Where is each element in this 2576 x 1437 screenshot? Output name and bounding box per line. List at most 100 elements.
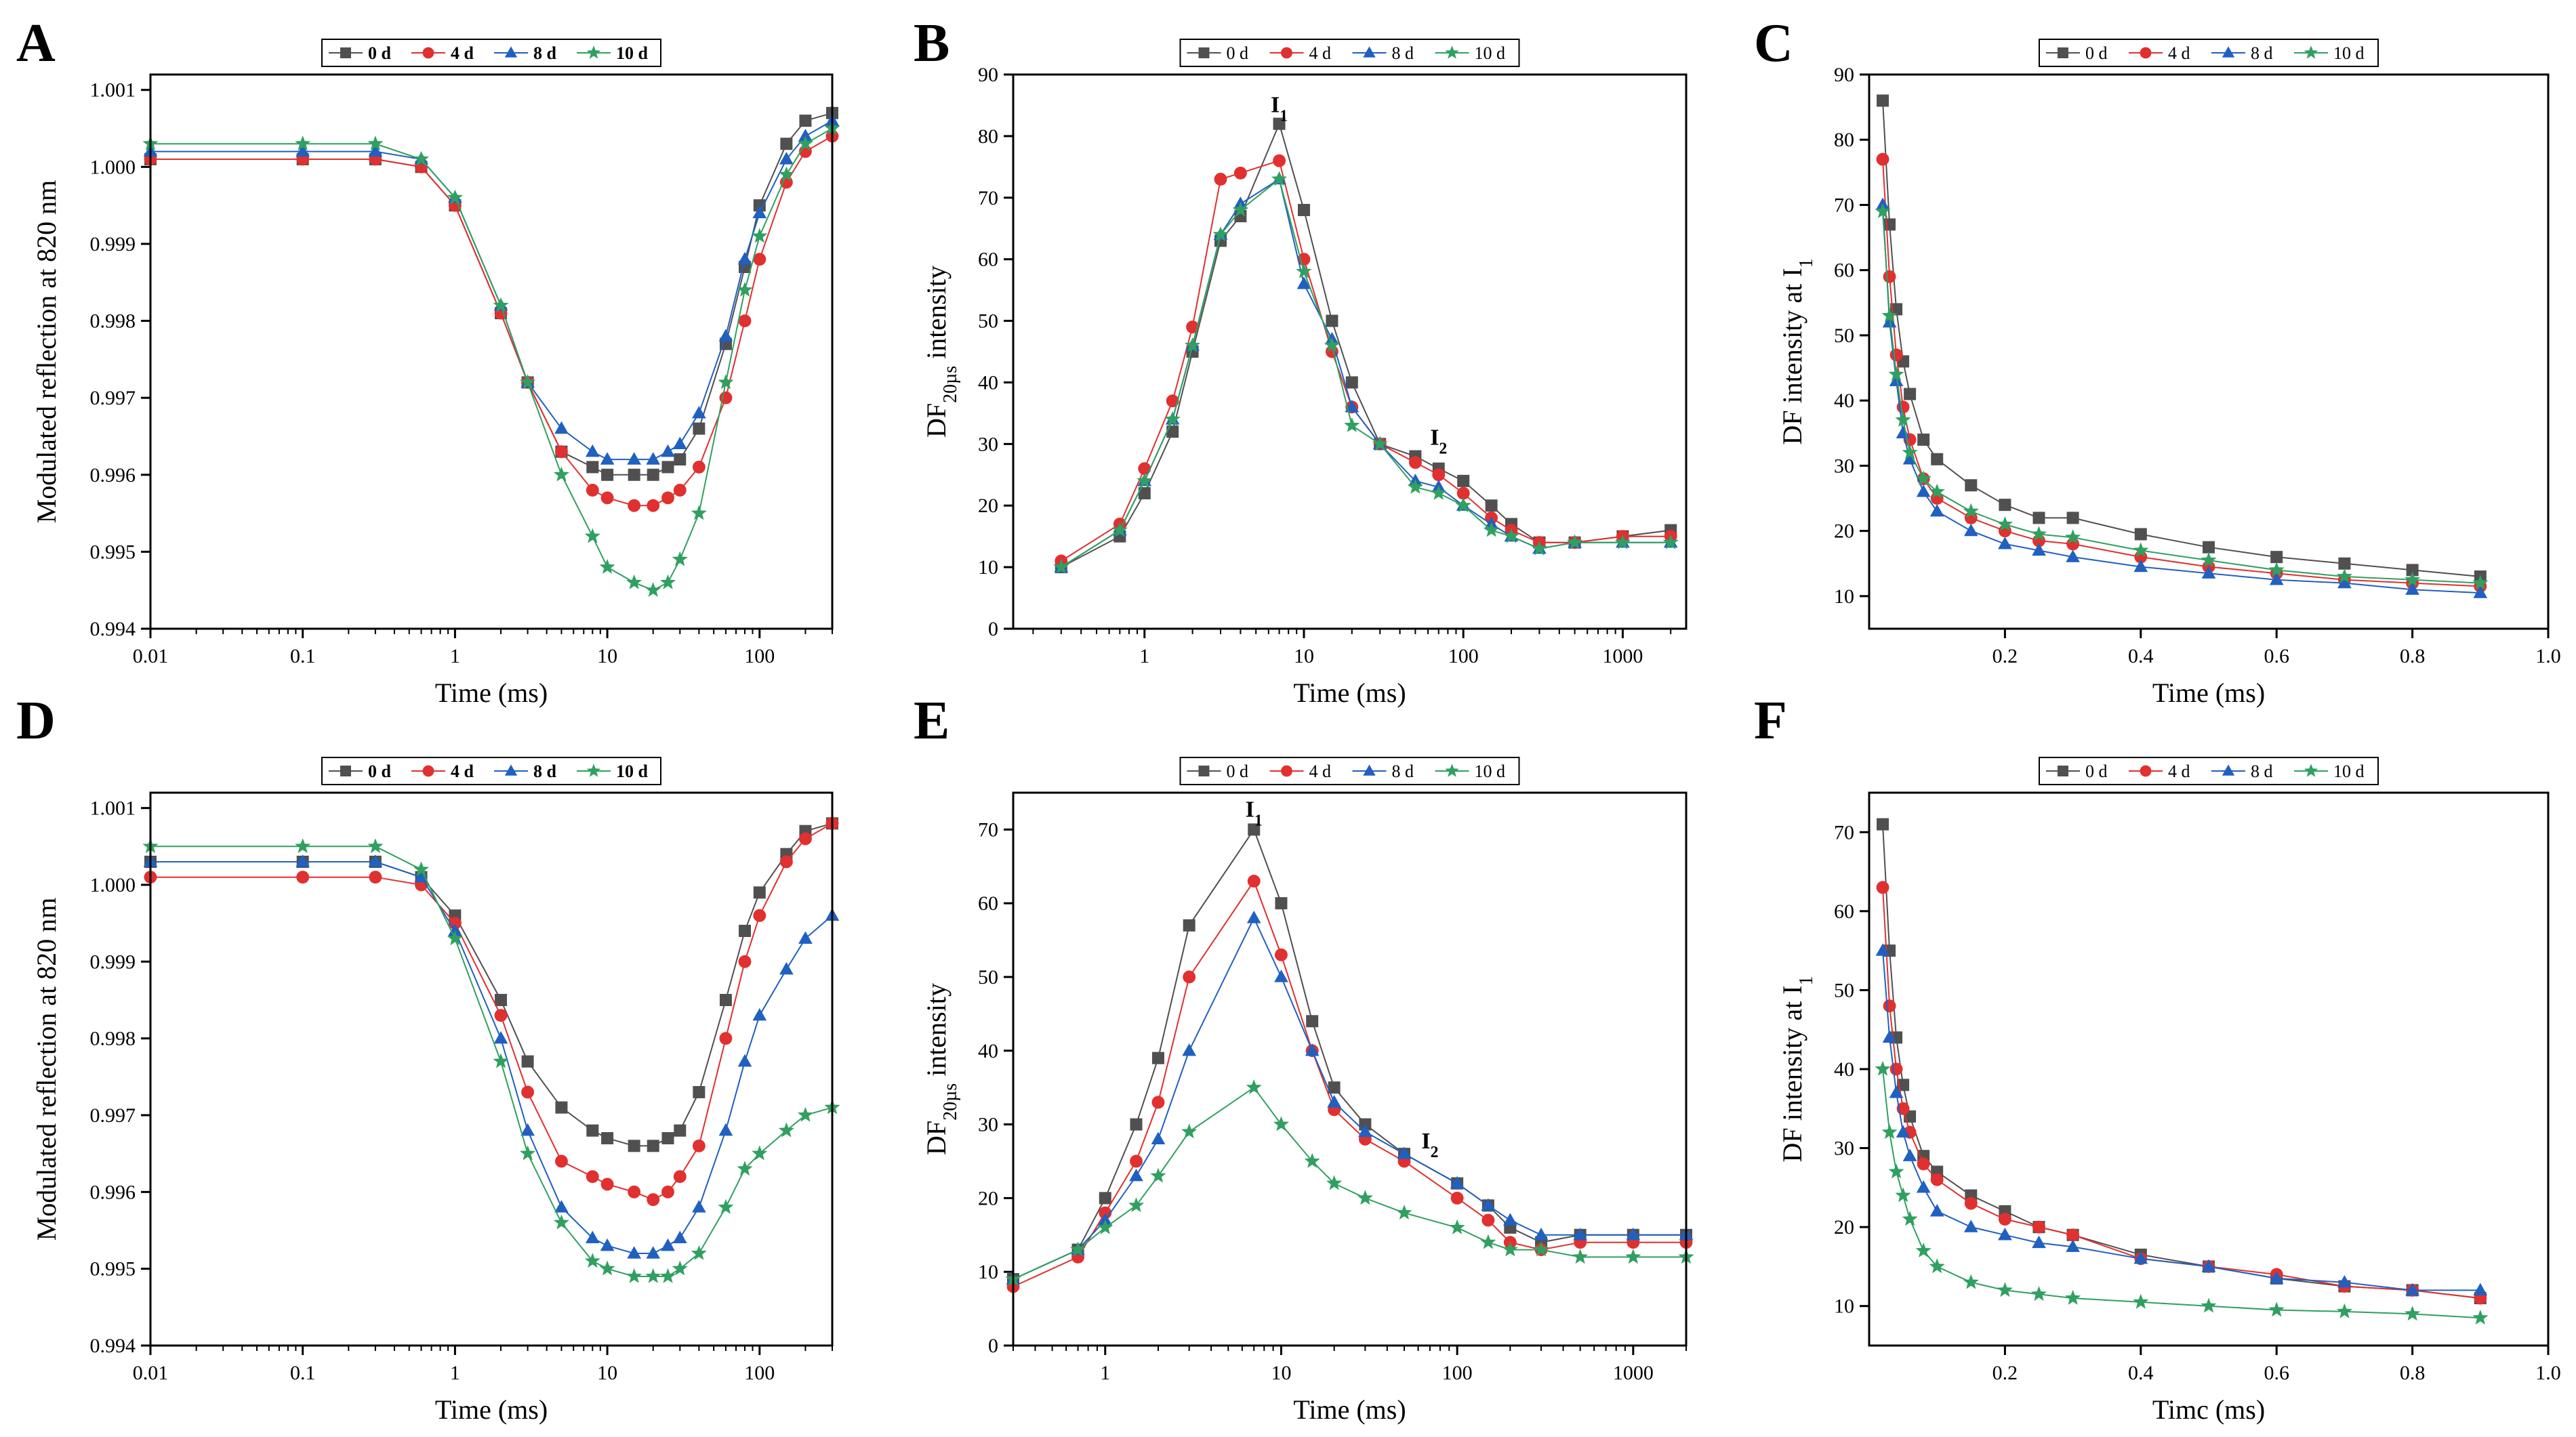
data-point (647, 1140, 659, 1152)
data-point (672, 436, 687, 449)
y-tick-label: 60 (978, 892, 998, 915)
data-point (2133, 1293, 2149, 1309)
data-point (1915, 1243, 1931, 1257)
legend-entry: 4 d (1309, 43, 1332, 63)
data-point (2201, 1297, 2217, 1313)
series-10d (1875, 203, 2489, 590)
data-point (1502, 1241, 1518, 1257)
data-point (1877, 94, 1889, 107)
data-point (1572, 1249, 1589, 1264)
data-point (1450, 1191, 1464, 1205)
data-point (1296, 276, 1311, 289)
data-point (2472, 575, 2489, 590)
legend-entry: 10 d (616, 43, 649, 63)
data-point (1151, 1096, 1165, 1109)
data-point (779, 152, 794, 165)
y-tick-label: 50 (1834, 979, 1854, 1001)
data-point (672, 551, 688, 566)
data-point (1917, 1157, 1930, 1171)
data-point (1053, 559, 1069, 574)
data-point (369, 871, 382, 884)
legend-marker (1363, 764, 1376, 776)
data-point (693, 422, 706, 435)
data-point (718, 1199, 734, 1214)
data-point (1304, 1152, 1320, 1168)
data-point (1328, 1081, 1341, 1094)
legend-marker (422, 47, 434, 59)
x-tick-label: 100 (744, 1362, 775, 1384)
legend-entry: 0 d (368, 762, 392, 781)
x-tick-label: 0.6 (2264, 645, 2289, 667)
y-tick-label: 0.999 (90, 951, 136, 973)
y-tick-label: 70 (1834, 194, 1854, 216)
data-point (1408, 456, 1422, 470)
data-point (1099, 1192, 1111, 1205)
data-point (584, 1253, 600, 1268)
data-point (600, 1238, 615, 1251)
data-point (2473, 585, 2488, 598)
data-point (1929, 503, 1944, 517)
data-point (1963, 1220, 1978, 1232)
legend-marker (586, 45, 601, 59)
legend-entry: 8 d (2251, 43, 2273, 63)
data-point (553, 466, 569, 482)
data-point (1275, 897, 1288, 910)
axes-frame (1868, 73, 2550, 630)
data-point (1247, 875, 1261, 888)
data-point (718, 374, 734, 390)
y-tick-label: 0.994 (90, 1335, 136, 1357)
data-point (1626, 1228, 1641, 1241)
data-point (645, 1268, 661, 1283)
data-point (1929, 1258, 1945, 1274)
x-axis-label: Timc (ms) (2152, 1394, 2265, 1425)
data-point (1273, 154, 1286, 167)
data-point (2032, 1235, 2046, 1249)
data-point (1963, 1274, 1979, 1289)
data-point (1881, 1124, 1898, 1140)
y-tick-label: 1.001 (90, 79, 136, 102)
x-axis-label: Time (ms) (1293, 1394, 1406, 1425)
y-tick-label: 80 (978, 125, 998, 148)
data-point (1902, 451, 1917, 465)
panel-c: C 0.2 0.4 0.6 0.8 1.0 10 20 30 40 50 60 70 80 90 Time (… (1754, 14, 2561, 708)
data-point (1138, 462, 1151, 476)
data-point (691, 505, 707, 520)
x-tick-label: 0.1 (290, 645, 316, 667)
data-point (1876, 881, 1889, 894)
legend-marker (2222, 764, 2235, 776)
y-tick-label: 0.995 (90, 541, 136, 563)
data-point (1882, 1030, 1897, 1043)
data-point (1431, 484, 1447, 500)
data-point (2406, 564, 2419, 577)
y-tick-label: 40 (978, 371, 998, 394)
x-tick-label: 100 (1442, 1362, 1473, 1384)
data-point (2066, 1228, 2080, 1242)
legend: 0 d 4 d 8 d 10 d (2039, 39, 2379, 67)
data-point (737, 1054, 752, 1067)
data-point (1214, 173, 1227, 186)
y-tick-label: 90 (978, 64, 998, 86)
x-axis-label: Time (ms) (435, 1394, 548, 1425)
data-point (752, 1007, 767, 1021)
data-point (2065, 1289, 2081, 1305)
data-point (1274, 970, 1288, 982)
y-tick-label: 50 (978, 310, 998, 333)
x-tick-label: 1.0 (2535, 645, 2561, 667)
data-point (1573, 1228, 1588, 1241)
data-point (1502, 1213, 1517, 1226)
y-tick-label: 60 (1834, 259, 1854, 282)
legend-entry: 0 d (368, 43, 392, 63)
series-8d (1875, 197, 2488, 598)
data-point (660, 574, 676, 589)
data-point (553, 1214, 569, 1230)
data-point (738, 955, 752, 968)
y-tick-label: 10 (1834, 1295, 1854, 1318)
data-point (1889, 348, 1903, 362)
data-point (600, 452, 615, 465)
data-point (718, 1123, 733, 1136)
legend-entry: 10 d (1475, 43, 1506, 63)
y-tick-label: 70 (1834, 821, 1854, 844)
data-point (1306, 1015, 1319, 1028)
x-tick-label: 1 (450, 1362, 460, 1384)
